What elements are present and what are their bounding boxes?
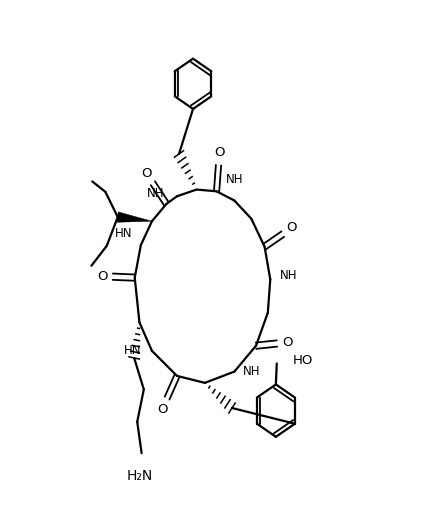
Text: NH: NH <box>280 269 297 281</box>
Text: O: O <box>282 336 293 349</box>
Text: NH: NH <box>226 173 243 186</box>
Text: O: O <box>97 270 107 283</box>
Text: O: O <box>141 167 152 180</box>
Text: HN: HN <box>124 344 141 358</box>
Text: O: O <box>214 146 225 159</box>
Text: NH: NH <box>147 187 165 200</box>
Text: H₂N: H₂N <box>126 469 153 483</box>
Polygon shape <box>117 212 152 222</box>
Text: HO: HO <box>293 354 313 367</box>
Text: O: O <box>287 222 297 234</box>
Text: HN: HN <box>114 227 132 240</box>
Text: O: O <box>157 403 167 416</box>
Text: NH: NH <box>243 365 260 378</box>
